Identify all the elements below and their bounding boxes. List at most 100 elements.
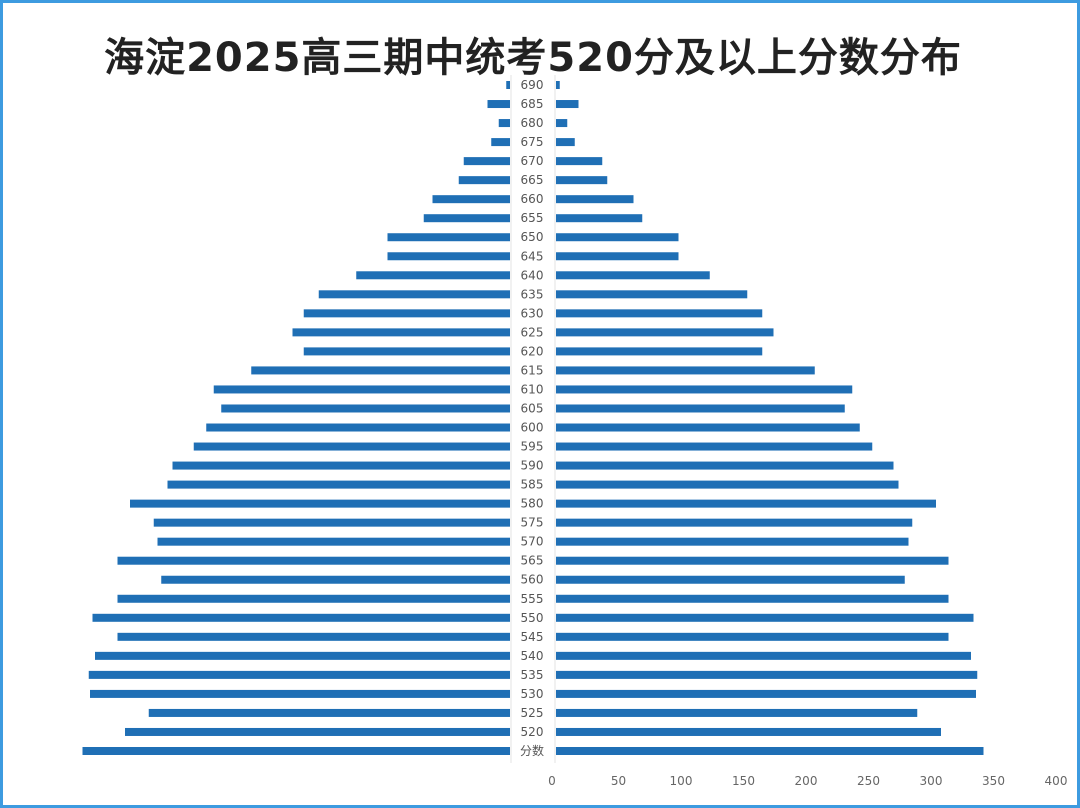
chart-title: 海淀2025高三期中统考520分及以上分数分布 <box>104 35 962 81</box>
bar-right-630 <box>556 309 763 318</box>
bar-left-635 <box>318 290 510 299</box>
bar-left-585 <box>167 480 510 489</box>
bar-left-605 <box>221 404 510 413</box>
category-label: 690 <box>521 78 544 92</box>
category-label: 680 <box>521 116 544 130</box>
bar-right-655 <box>556 214 643 223</box>
bar-left-685 <box>487 100 510 109</box>
category-label: 635 <box>521 287 544 301</box>
category-label: 665 <box>521 173 544 187</box>
x-tick-label: 200 <box>795 774 818 788</box>
bar-left-675 <box>491 138 510 147</box>
category-label: 600 <box>521 421 544 435</box>
bar-right-645 <box>556 252 679 261</box>
bar-left-625 <box>292 328 510 337</box>
category-label: 550 <box>521 611 544 625</box>
bar-left-分数 <box>82 747 510 755</box>
bar-left-535 <box>88 670 510 679</box>
bar-left-680 <box>498 119 510 128</box>
bar-left-665 <box>458 176 510 185</box>
bar-right-540 <box>556 651 971 660</box>
x-tick-label: 150 <box>732 774 755 788</box>
category-label: 655 <box>521 211 544 225</box>
x-tick-label: 100 <box>670 774 693 788</box>
category-label: 555 <box>521 592 544 606</box>
bar-left-550 <box>92 613 510 622</box>
category-label: 615 <box>521 363 544 377</box>
bar-right-535 <box>556 670 978 679</box>
bar-right-570 <box>556 537 909 546</box>
bar-right-610 <box>556 385 853 394</box>
category-label: 560 <box>521 573 544 587</box>
bar-left-565 <box>117 556 510 565</box>
bar-right-660 <box>556 195 634 204</box>
bar-right-605 <box>556 404 845 413</box>
bar-right-580 <box>556 499 936 508</box>
category-label: 570 <box>521 535 544 549</box>
bar-right-550 <box>556 613 974 622</box>
x-tick-label: 400 <box>1045 774 1068 788</box>
category-label: 565 <box>521 554 544 568</box>
bar-left-620 <box>303 347 510 356</box>
bar-left-630 <box>303 309 510 318</box>
bar-left-660 <box>432 195 510 204</box>
category-label: 595 <box>521 440 544 454</box>
bar-right-575 <box>556 518 913 527</box>
bar-left-645 <box>387 252 510 261</box>
bar-left-555 <box>117 594 510 603</box>
category-label: 645 <box>521 249 544 263</box>
bar-right-590 <box>556 461 894 470</box>
bar-right-670 <box>556 157 603 166</box>
bar-left-560 <box>161 575 510 584</box>
category-label: 580 <box>521 497 544 511</box>
bar-left-650 <box>387 233 510 242</box>
bar-right-525 <box>556 708 918 717</box>
category-label: 630 <box>521 306 544 320</box>
bar-right-635 <box>556 290 748 299</box>
bar-right-650 <box>556 233 679 242</box>
bar-left-580 <box>130 499 510 508</box>
category-label: 分数 <box>520 743 544 758</box>
category-label: 535 <box>521 668 544 682</box>
bar-left-575 <box>153 518 510 527</box>
category-label: 605 <box>521 401 544 415</box>
x-tick-label: 250 <box>857 774 880 788</box>
bar-left-640 <box>356 271 510 280</box>
category-label: 530 <box>521 687 544 701</box>
category-label: 575 <box>521 516 544 530</box>
bar-right-545 <box>556 632 949 641</box>
bar-right-585 <box>556 480 899 489</box>
bar-right-620 <box>556 347 763 356</box>
bar-right-625 <box>556 328 774 337</box>
category-label: 625 <box>521 325 544 339</box>
bar-right-680 <box>556 119 568 128</box>
bar-left-615 <box>251 366 510 375</box>
bar-left-670 <box>463 157 510 166</box>
category-label: 610 <box>521 382 544 396</box>
bar-right-640 <box>556 271 710 280</box>
bar-right-685 <box>556 100 579 109</box>
bar-right-665 <box>556 176 608 185</box>
bar-left-655 <box>423 214 510 223</box>
butterfly-chart: 690 685 680 675 670 665 660 655 650 645 640 635 630 6… <box>82 75 1068 788</box>
category-label: 520 <box>521 725 544 739</box>
bar-left-610 <box>213 385 510 394</box>
bar-right-分数 <box>556 747 984 755</box>
category-label: 650 <box>521 230 544 244</box>
category-label: 540 <box>521 649 544 663</box>
bar-right-555 <box>556 594 949 603</box>
bar-left-525 <box>148 708 510 717</box>
category-label: 640 <box>521 268 544 282</box>
category-label: 660 <box>521 192 544 206</box>
category-label: 525 <box>521 706 544 720</box>
category-label: 585 <box>521 478 544 492</box>
category-label: 620 <box>521 344 544 358</box>
bar-left-530 <box>90 689 510 698</box>
bar-right-690 <box>556 81 560 89</box>
category-label: 590 <box>521 459 544 473</box>
bar-left-570 <box>157 537 510 546</box>
x-tick-label: 50 <box>611 774 626 788</box>
bar-left-545 <box>117 632 510 641</box>
category-label: 675 <box>521 135 544 149</box>
